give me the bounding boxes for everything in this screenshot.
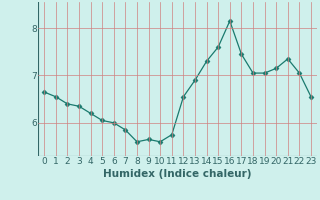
X-axis label: Humidex (Indice chaleur): Humidex (Indice chaleur) [103, 169, 252, 179]
